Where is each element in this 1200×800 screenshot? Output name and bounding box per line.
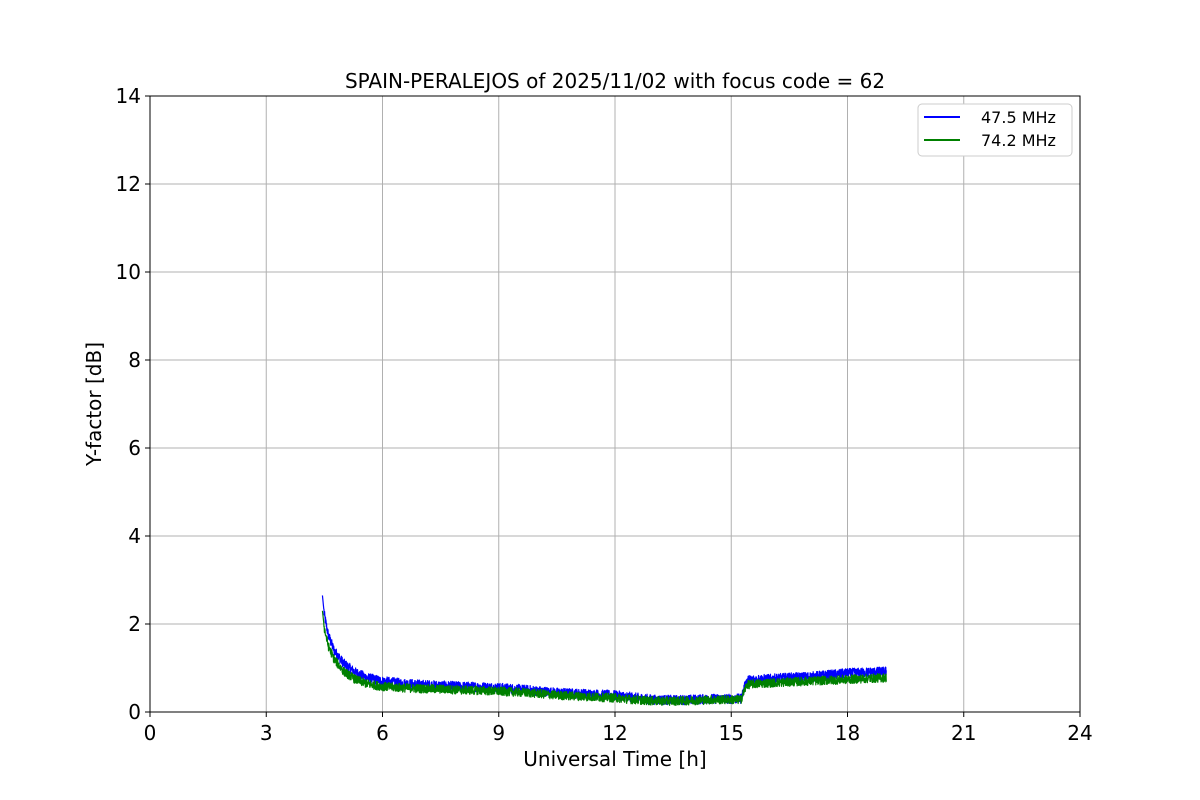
x-tick-label: 18 [835, 721, 860, 745]
x-tick-label: 0 [144, 721, 157, 745]
legend-label-74-2mhz: 74.2 MHz [981, 131, 1056, 150]
x-tick-label: 21 [951, 721, 976, 745]
y-axis-label: Y-factor [dB] [82, 342, 106, 467]
x-tick-label: 24 [1067, 721, 1092, 745]
y-tick-label: 0 [128, 700, 141, 724]
x-tick-label: 12 [602, 721, 627, 745]
x-tick-label: 15 [719, 721, 744, 745]
legend-label-47-5mhz: 47.5 MHz [981, 108, 1056, 127]
legend: 47.5 MHz 74.2 MHz [917, 103, 1073, 157]
series-line-74-2-mhz [321, 610, 887, 706]
y-tick-label: 2 [128, 612, 141, 636]
chart-title: SPAIN-PERALEJOS of 2025/11/02 with focus… [345, 69, 885, 93]
x-tick-label: 3 [260, 721, 273, 745]
x-axis-label: Universal Time [h] [523, 747, 706, 771]
y-tick-label: 6 [128, 436, 141, 460]
y-tick-label: 12 [116, 172, 141, 196]
y-tick-label: 14 [116, 84, 141, 108]
y-tick-label: 8 [128, 348, 141, 372]
y-tick-label: 10 [116, 260, 141, 284]
x-tick-label: 6 [376, 721, 389, 745]
y-tick-label: 4 [128, 524, 141, 548]
series-layer [321, 595, 887, 706]
x-tick-label: 9 [492, 721, 505, 745]
